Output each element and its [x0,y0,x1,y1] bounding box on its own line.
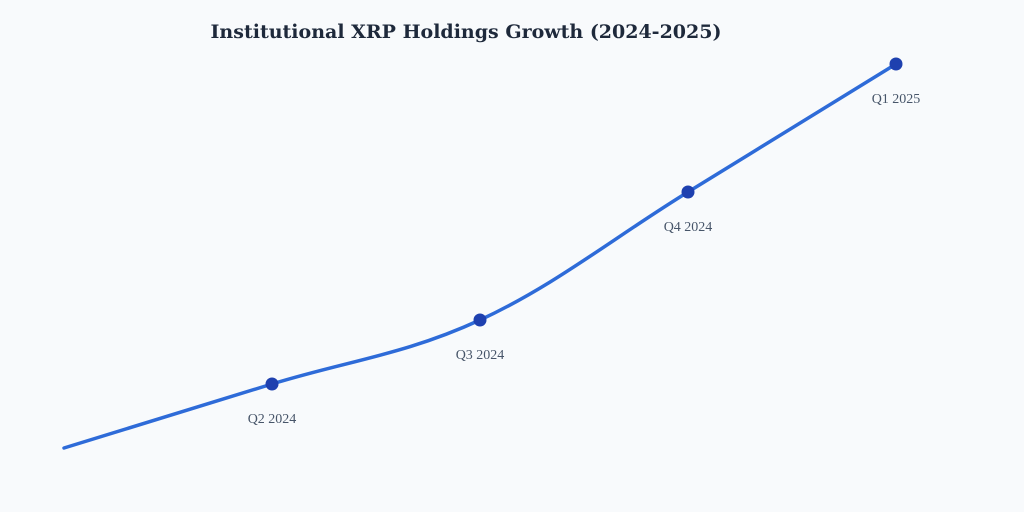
point-label: Q4 2024 [664,220,713,235]
series-line [62,62,898,450]
point-label: Q1 2025 [872,92,921,107]
point-label: Q3 2024 [456,348,505,363]
data-point [265,377,279,391]
data-point-layer [265,57,903,391]
point-label: Q2 2024 [248,412,297,427]
point-label-layer: Q2 2024 Q3 2024 Q4 2024 Q1 2025 [248,92,921,427]
data-point [889,57,903,71]
data-point [473,313,487,327]
data-point [681,185,695,199]
series-line-layer [62,62,898,450]
chart-title: Institutional XRP Holdings Growth (2024-… [211,21,722,43]
